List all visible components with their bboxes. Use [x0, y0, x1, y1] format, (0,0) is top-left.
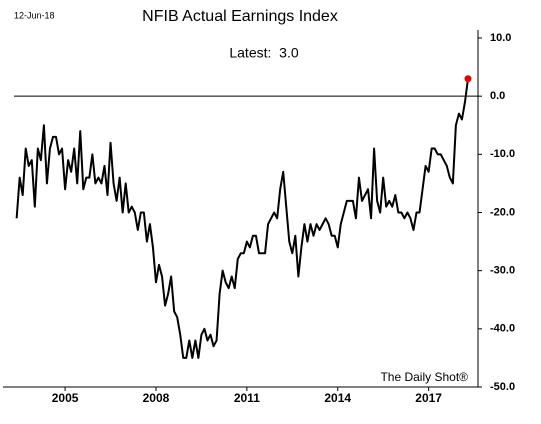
- x-tick-label: 2017: [415, 391, 442, 405]
- x-tick-label: 2005: [52, 391, 79, 405]
- y-tick-label: -30.0: [490, 265, 515, 277]
- annotation: Latest: 3.0: [229, 45, 298, 61]
- x-tick-label: 2011: [234, 391, 260, 405]
- y-tick-label: -20.0: [490, 206, 515, 218]
- x-tick-label: 2008: [143, 391, 170, 405]
- data-line: [15, 78, 469, 359]
- y-tick-label: -50.0: [490, 381, 515, 393]
- y-tick-label: -40.0: [490, 323, 515, 335]
- date-label: 12-Jun-18: [14, 10, 55, 20]
- chart-title: NFIB Actual Earnings Index: [142, 8, 338, 25]
- y-tick-label: -10.0: [490, 148, 515, 160]
- source-label: The Daily Shot®: [380, 370, 468, 384]
- latest-marker: [464, 75, 472, 83]
- y-tick-label: 10.0: [490, 32, 511, 44]
- y-tick-label: 0.0: [490, 90, 505, 102]
- x-tick-label: 2014: [324, 391, 351, 405]
